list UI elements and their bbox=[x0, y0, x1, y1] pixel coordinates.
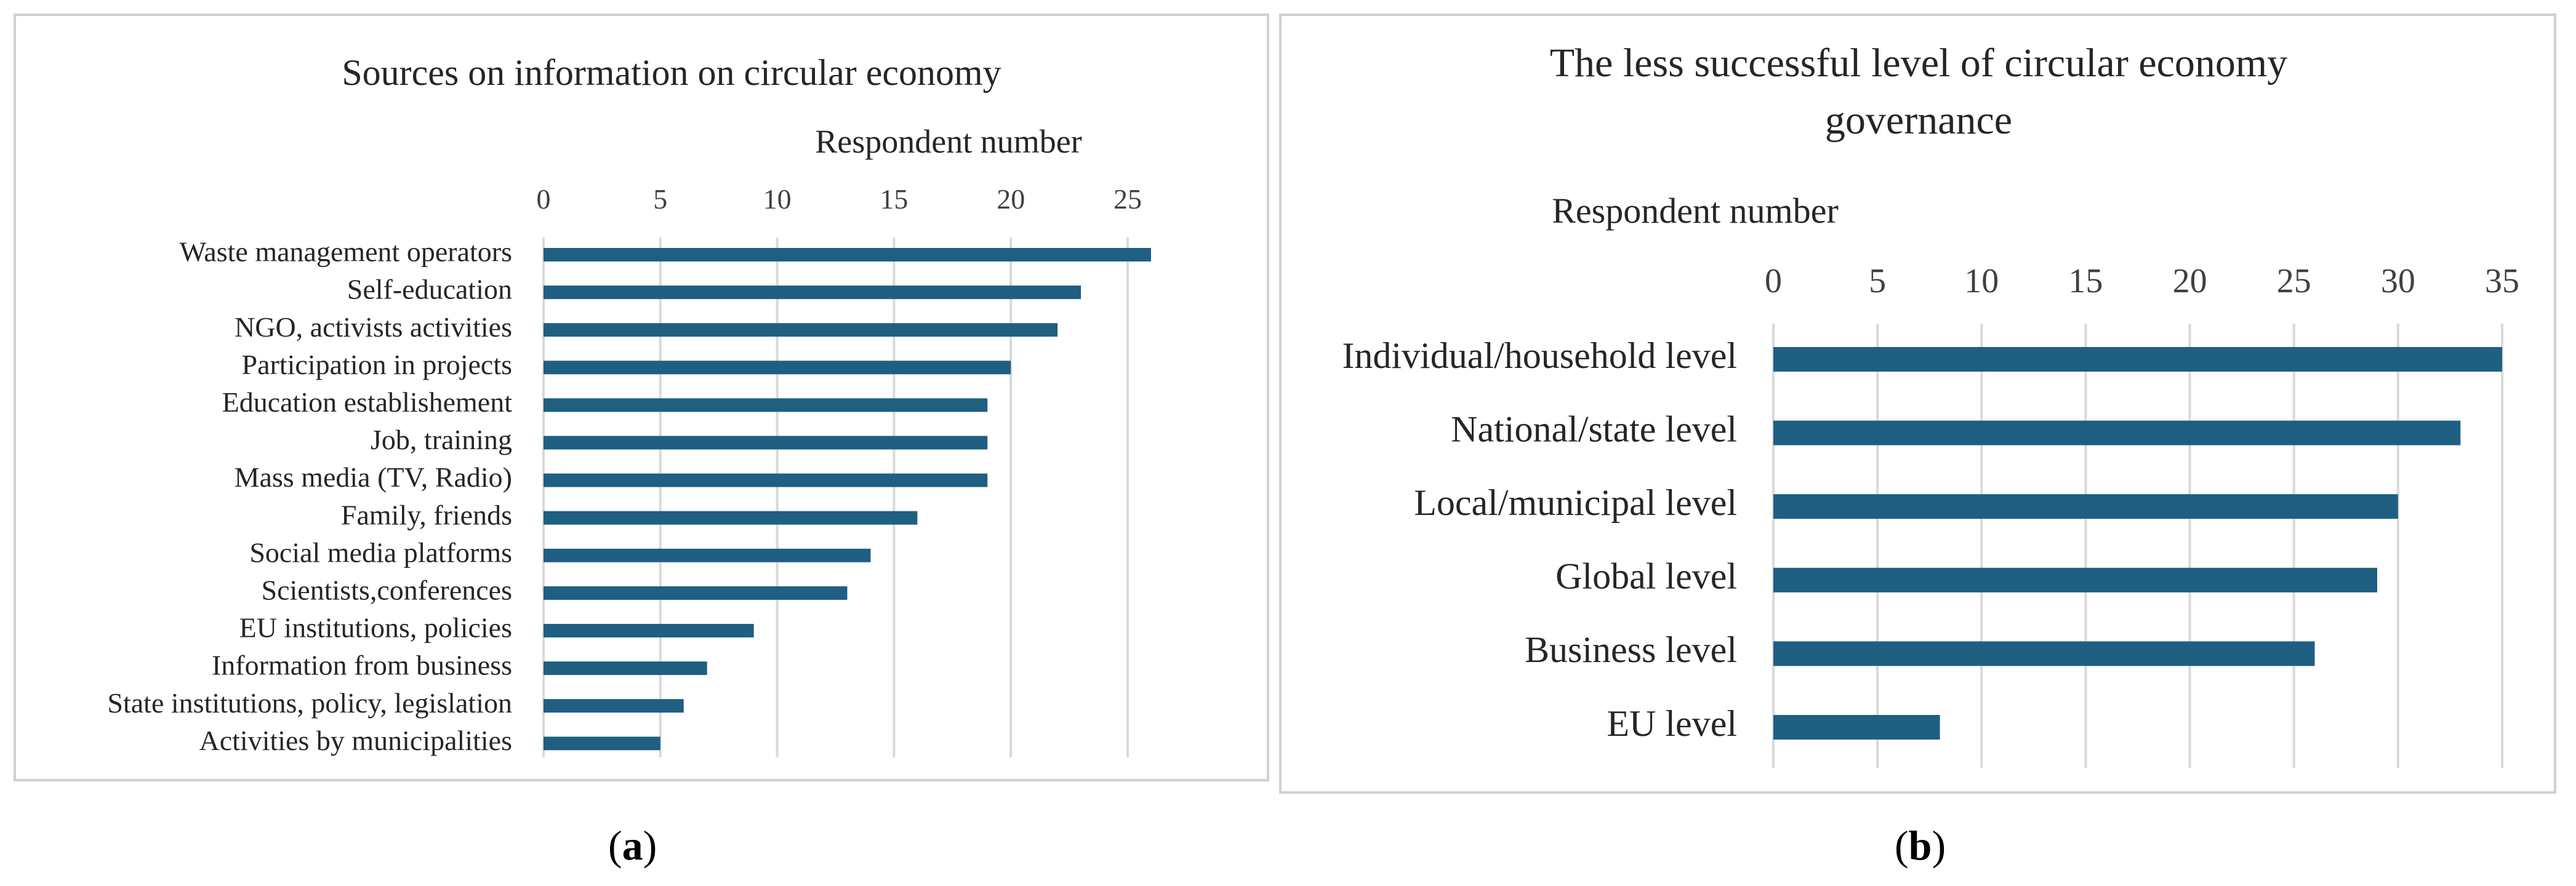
chart-b-x-tick-label: 0 bbox=[1765, 262, 1782, 300]
chart-a-x-tick-label: 0 bbox=[537, 183, 551, 215]
chart-a-bar bbox=[544, 248, 1151, 261]
chart-b-x-tick-label: 15 bbox=[2068, 262, 2103, 300]
chart-a-category-label: Scientists,conferences bbox=[262, 574, 512, 605]
chart-b-category-label: Local/municipal level bbox=[1414, 482, 1737, 523]
chart-b-bar bbox=[1773, 715, 1940, 740]
chart-b-bar bbox=[1773, 347, 2502, 372]
chart-a-bar bbox=[544, 699, 684, 713]
chart-a-bar bbox=[544, 323, 1058, 337]
caption-b: (b) bbox=[1895, 822, 1946, 869]
chart-a-bar bbox=[544, 473, 988, 487]
chart-b-category-label: Global level bbox=[1555, 556, 1737, 597]
chart-b: The less successful level of circular ec… bbox=[1342, 41, 2519, 768]
chart-b-category-label: EU level bbox=[1607, 703, 1737, 744]
chart-a-category-label: Education establishement bbox=[222, 386, 513, 418]
chart-a-bar bbox=[544, 511, 918, 525]
chart-a-category-label: State institutions, policy, legislation bbox=[107, 687, 512, 719]
chart-b-title-line: governance bbox=[1825, 98, 2012, 143]
chart-a-category-label: Information from business bbox=[212, 650, 512, 681]
chart-a-title-line: Sources on information on circular econo… bbox=[342, 52, 1001, 93]
chart-b-category-label: Business level bbox=[1525, 629, 1737, 670]
chart-b-x-tick-label: 5 bbox=[1869, 262, 1886, 300]
chart-a-x-tick-label: 25 bbox=[1113, 183, 1142, 215]
chart-a-category-label: EU institutions, policies bbox=[239, 612, 512, 644]
chart-b-bar bbox=[1773, 641, 2315, 666]
chart-a-x-tick-label: 20 bbox=[997, 183, 1025, 215]
chart-a-category-label: Self-education bbox=[347, 274, 512, 305]
chart-a-bar bbox=[544, 586, 848, 600]
chart-a-category-label: Job, training bbox=[371, 424, 512, 455]
chart-a-category-label: Activities by municipalities bbox=[199, 725, 512, 756]
chart-a-bar bbox=[544, 361, 1011, 375]
chart-a: Sources on information on circular econo… bbox=[107, 52, 1151, 757]
chart-a-category-label: NGO, activists activities bbox=[235, 311, 512, 343]
chart-b-x-tick-label: 30 bbox=[2381, 262, 2415, 300]
chart-a-category-label: Participation in projects bbox=[242, 349, 512, 380]
chart-b-category-label: Individual/household level bbox=[1342, 335, 1737, 376]
chart-b-x-axis-label: Respondent number bbox=[1552, 191, 1839, 231]
chart-a-bar bbox=[544, 624, 754, 637]
chart-b-category-label: National/state level bbox=[1451, 409, 1737, 449]
chart-a-x-tick-label: 5 bbox=[653, 183, 667, 215]
chart-a-category-label: Family, friends bbox=[341, 499, 512, 530]
chart-a-x-tick-label: 15 bbox=[880, 183, 908, 215]
chart-a-x-axis-label: Respondent number bbox=[815, 123, 1081, 160]
chart-a-bar bbox=[544, 736, 660, 751]
chart-b-x-tick-label: 35 bbox=[2485, 262, 2519, 300]
chart-b-bar bbox=[1773, 567, 2378, 593]
chart-b-x-tick-label: 20 bbox=[2173, 262, 2207, 300]
chart-b-x-tick-label: 25 bbox=[2277, 262, 2311, 300]
chart-b-bar bbox=[1773, 494, 2398, 519]
chart-a-category-label: Mass media (TV, Radio) bbox=[235, 461, 512, 493]
chart-a-x-tick-label: 10 bbox=[763, 183, 792, 215]
chart-b-title-line: The less successful level of circular ec… bbox=[1550, 41, 2288, 86]
chart-b-x-tick-label: 10 bbox=[1964, 262, 1999, 300]
caption-a: (a) bbox=[608, 822, 657, 869]
chart-a-bar bbox=[544, 548, 871, 562]
chart-a-bar bbox=[544, 436, 988, 450]
chart-a-bar bbox=[544, 398, 988, 412]
chart-a-category-label: Social media platforms bbox=[249, 537, 512, 568]
chart-a-category-label: Waste management operators bbox=[180, 236, 512, 268]
chart-b-bar bbox=[1773, 420, 2461, 445]
chart-panel-b: The less successful level of circular ec… bbox=[1279, 14, 2556, 794]
chart-a-bar bbox=[544, 661, 707, 676]
chart-panel-a: Sources on information on circular econo… bbox=[14, 14, 1269, 781]
chart-a-bar bbox=[544, 285, 1081, 300]
